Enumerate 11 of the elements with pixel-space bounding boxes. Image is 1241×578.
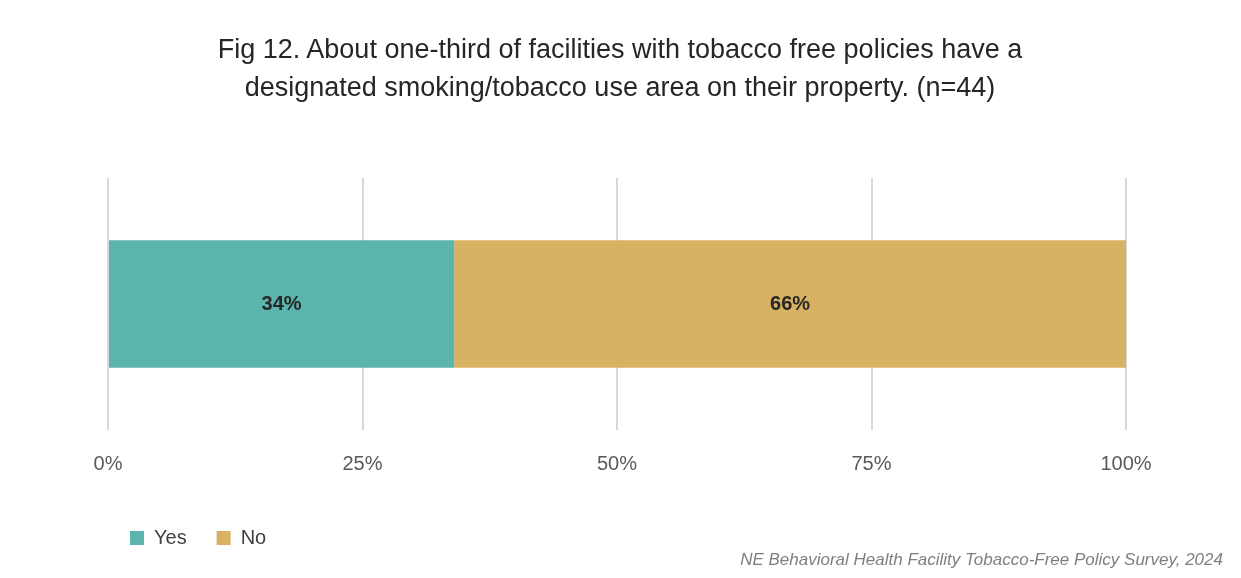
chart-title: Fig 12. About one-third of facilities with tobacco free policies have a designated smoking/tobacco use area on their property. (n=44): [216, 33, 1024, 104]
legend-label: Yes: [154, 525, 187, 548]
x-tick-label: 100%: [1100, 451, 1152, 474]
x-tick-label: 50%: [596, 451, 638, 474]
data-label: 66%: [770, 291, 811, 314]
x-tick-label: 75%: [851, 451, 892, 474]
x-tick-label: 0%: [93, 451, 123, 474]
legend-label: No: [240, 525, 267, 548]
x-tick-label: 25%: [342, 451, 383, 474]
text: NE Behavioral Health Facility Tobacco-Free Policy Survey, 2024: [740, 550, 1223, 570]
data-label: 34%: [261, 291, 302, 314]
